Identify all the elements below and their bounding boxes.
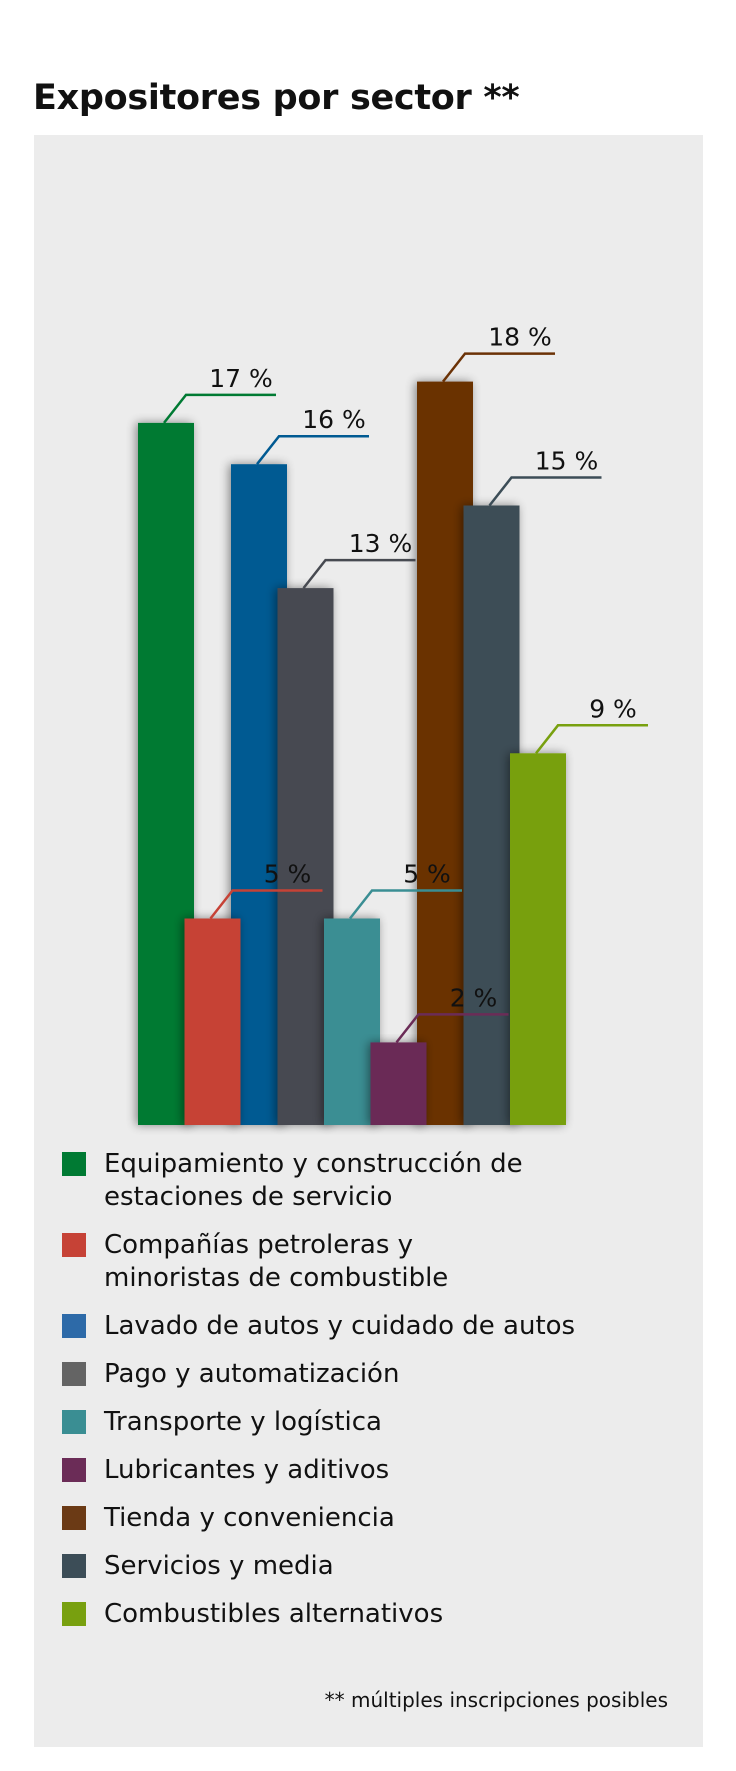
legend-swatch (62, 1458, 86, 1482)
legend-label: Servicios y media (104, 1551, 334, 1581)
data-label-leader-7 (442, 352, 555, 383)
bar-2 (184, 918, 241, 1125)
data-label-8: 15 % (535, 447, 599, 476)
legend-swatch (62, 1152, 86, 1176)
data-label-4: 13 % (349, 529, 413, 558)
bar-9 (510, 753, 566, 1125)
data-label-leader-4 (302, 558, 416, 589)
legend-label: Compañías petroleras y minoristas de com… (104, 1230, 449, 1293)
legend-item-5: Transporte y logística (62, 1406, 682, 1439)
legend-label: Equipamiento y construcción de estacione… (104, 1149, 523, 1212)
legend-item-6: Lubricantes y aditivos (62, 1454, 682, 1487)
legend-item-2: Compañías petroleras y minoristas de com… (62, 1229, 682, 1295)
data-label-leader-2 (209, 889, 323, 920)
legend-swatch (62, 1602, 86, 1626)
data-label-leader-9 (535, 724, 648, 755)
legend-item-7: Tienda y conveniencia (62, 1502, 682, 1535)
data-label-leader-1 (163, 393, 276, 424)
legend-swatch (62, 1410, 86, 1434)
bar-chart: 17 % 5 % 16 % 13 % 5 % 2 % 18 % 15 % 9 % (138, 323, 648, 1126)
data-label-leader-8 (488, 476, 602, 507)
data-label-5: 5 % (403, 860, 451, 889)
legend-item-8: Servicios y media (62, 1550, 682, 1583)
data-label-leader-5 (349, 889, 462, 920)
chart-legend: Equipamiento y construcción de estacione… (62, 1148, 682, 1646)
data-label-1: 17 % (209, 364, 273, 393)
data-label-leader-6 (395, 1013, 509, 1044)
data-label-9: 9 % (589, 694, 637, 723)
legend-label: Transporte y logística (104, 1407, 382, 1437)
data-label-6: 2 % (450, 983, 498, 1012)
legend-swatch (62, 1506, 86, 1530)
legend-label: Lavado de autos y cuidado de autos (104, 1311, 576, 1341)
legend-label: Lubricantes y aditivos (104, 1455, 390, 1485)
data-label-7: 18 % (488, 323, 552, 352)
data-label-2: 5 % (264, 860, 312, 889)
legend-swatch (62, 1233, 86, 1257)
chart-title: Expositores por sector ** (33, 78, 520, 118)
legend-label: Combustibles alternativos (104, 1599, 444, 1629)
legend-label: Pago y automatización (104, 1359, 400, 1389)
legend-swatch (62, 1314, 86, 1338)
legend-label: Tienda y conveniencia (104, 1503, 395, 1533)
legend-swatch (62, 1554, 86, 1578)
legend-swatch (62, 1362, 86, 1386)
bar-6 (370, 1042, 427, 1125)
legend-item-9: Combustibles alternativos (62, 1598, 682, 1631)
footnote: ** múltiples inscripciones posibles (324, 1688, 668, 1712)
legend-item-4: Pago y automatización (62, 1358, 682, 1391)
data-label-3: 16 % (302, 405, 366, 434)
legend-item-1: Equipamiento y construcción de estacione… (62, 1148, 682, 1214)
data-label-leader-3 (256, 434, 369, 465)
legend-item-3: Lavado de autos y cuidado de autos (62, 1310, 682, 1343)
